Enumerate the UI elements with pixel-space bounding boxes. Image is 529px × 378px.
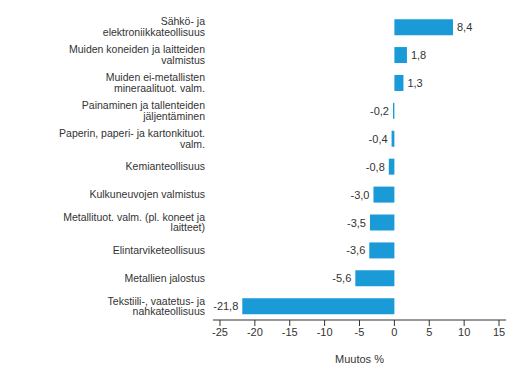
- svg-text:Kemianteollisuus: Kemianteollisuus: [126, 160, 205, 172]
- svg-text:Sähkö- jaelektroniikkateollisu: Sähkö- jaelektroniikkateollisuus: [103, 15, 205, 37]
- svg-text:1,3: 1,3: [407, 77, 422, 89]
- svg-text:Tekstiili-, vaatetus- janahkat: Tekstiili-, vaatetus- janahkateollisuus: [108, 295, 206, 318]
- svg-text:8,4: 8,4: [457, 21, 472, 33]
- svg-text:-21,8: -21,8: [213, 300, 238, 312]
- svg-text:-20: -20: [247, 326, 263, 338]
- svg-text:-3,0: -3,0: [350, 189, 369, 201]
- svg-text:Muutos %: Muutos %: [335, 353, 384, 365]
- svg-text:Kulkuneuvojen valmistus: Kulkuneuvojen valmistus: [89, 188, 205, 200]
- svg-text:Metallien jalostus: Metallien jalostus: [124, 272, 205, 284]
- svg-text:-0,8: -0,8: [366, 161, 385, 173]
- svg-text:Metallituot. valm. (pl. koneet: Metallituot. valm. (pl. koneet jalaittee…: [63, 211, 205, 234]
- svg-text:5: 5: [426, 326, 432, 338]
- svg-text:Elintarviketeollisuus: Elintarviketeollisuus: [113, 244, 205, 256]
- svg-text:-5: -5: [355, 326, 365, 338]
- svg-text:-10: -10: [317, 326, 333, 338]
- svg-text:-3,6: -3,6: [346, 244, 365, 256]
- svg-text:-0,4: -0,4: [369, 133, 388, 145]
- svg-text:Muiden ei-metallistenmineraali: Muiden ei-metallistenmineraalituot. valm…: [106, 71, 205, 94]
- svg-text:Paperin, paperi- ja kartonkitu: Paperin, paperi- ja kartonkituot.valm.: [59, 127, 205, 150]
- svg-text:Painaminen ja tallenteidenjälj: Painaminen ja tallenteidenjäljentäminen: [82, 99, 205, 122]
- svg-text:0: 0: [391, 326, 397, 338]
- svg-text:1,8: 1,8: [411, 49, 426, 61]
- svg-text:-15: -15: [282, 326, 298, 338]
- svg-text:Muiden koneiden ja laitteidenv: Muiden koneiden ja laitteidenvalmistus: [69, 43, 205, 66]
- svg-text:-25: -25: [212, 326, 228, 338]
- svg-text:15: 15: [493, 326, 505, 338]
- svg-text:-0,2: -0,2: [370, 105, 389, 117]
- svg-text:-5,6: -5,6: [332, 272, 351, 284]
- svg-text:10: 10: [458, 326, 470, 338]
- svg-text:-3,5: -3,5: [347, 217, 366, 229]
